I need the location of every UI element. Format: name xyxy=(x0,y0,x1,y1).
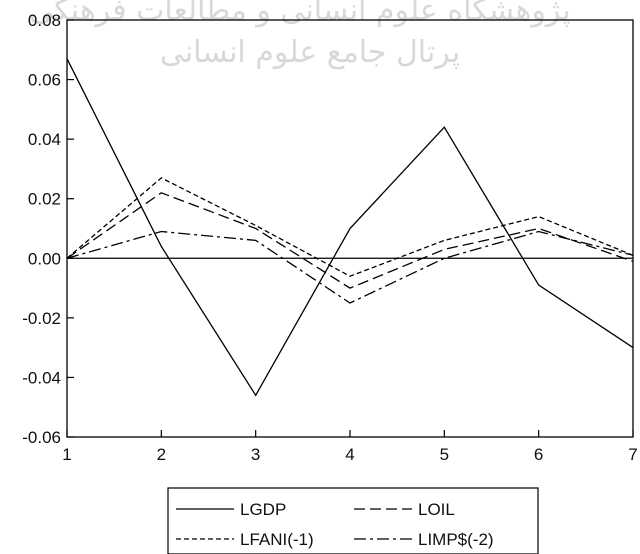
series-group xyxy=(66,58,634,397)
legend-label: LFANI(-1) xyxy=(240,530,314,549)
legend-box xyxy=(167,487,539,554)
x-tick-label: 2 xyxy=(157,445,166,464)
watermark-line-1: پژوهشگاه علوم انسانی و مطالعات فرهنگی xyxy=(29,0,571,28)
legend: LGDP LOIL LFANI(-1) LIMP$(-2) xyxy=(167,487,539,554)
x-tick-label: 3 xyxy=(251,445,260,464)
x-tick-label: 5 xyxy=(440,445,449,464)
y-tick-label: -0.04 xyxy=(22,368,61,387)
watermark-line-2: پرتال جامع علوم انسانی xyxy=(160,35,460,70)
x-tick-label: 6 xyxy=(534,445,543,464)
x-tick-label: 4 xyxy=(345,445,354,464)
legend-items: LGDP LOIL LFANI(-1) LIMP$(-2) xyxy=(176,500,494,549)
series-line-loil xyxy=(66,192,634,289)
series-line-lgdp xyxy=(66,58,634,397)
y-tick-label: -0.06 xyxy=(22,428,61,447)
x-tick-label: 1 xyxy=(62,445,71,464)
y-tick-label: 0.04 xyxy=(28,130,61,149)
series-line-limp-2 xyxy=(66,230,634,304)
y-axis: 0.08 0.06 0.04 0.02 0.00 -0.02 -0.04 -0.06 xyxy=(22,11,74,447)
legend-label: LOIL xyxy=(418,500,455,519)
y-tick-label: 0.02 xyxy=(28,190,61,209)
y-tick-label: 0.08 xyxy=(28,11,61,30)
watermark: پژوهشگاه علوم انسانی و مطالعات فرهنگی پر… xyxy=(29,0,571,70)
y-tick-label: 0.00 xyxy=(28,249,61,268)
y-tick-label: 0.06 xyxy=(28,71,61,90)
series-line-lfani-1 xyxy=(66,177,634,277)
x-axis: 1 2 3 4 5 6 7 xyxy=(62,430,638,464)
x-tick-label: 7 xyxy=(628,445,637,464)
legend-label: LIMP$(-2) xyxy=(418,530,494,549)
y-tick-label: -0.02 xyxy=(22,309,61,328)
legend-label: LGDP xyxy=(240,500,286,519)
